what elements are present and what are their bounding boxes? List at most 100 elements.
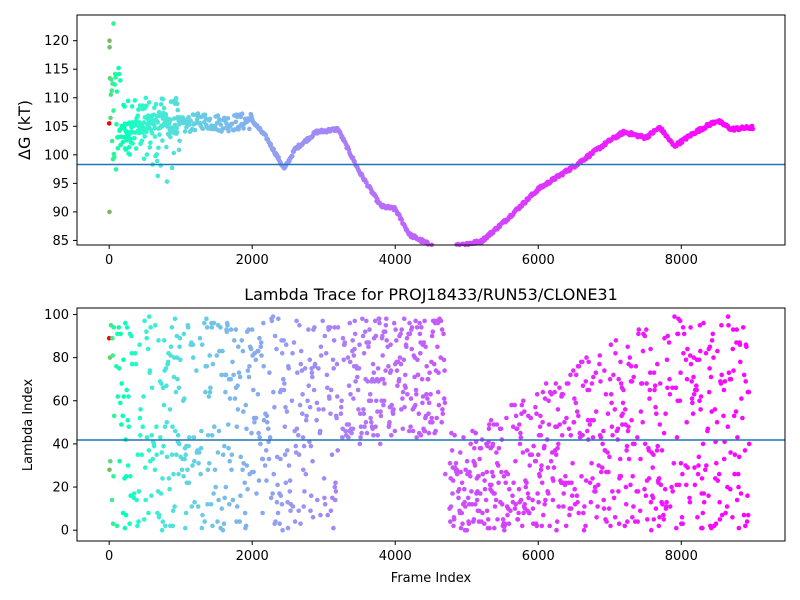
lambda-point — [304, 413, 309, 419]
lambda-point — [341, 357, 347, 363]
lambda-point — [691, 392, 697, 397]
lambda-point — [556, 441, 561, 447]
lambda-point — [708, 374, 714, 380]
lambda-point — [303, 471, 309, 477]
lambda-point — [197, 450, 202, 455]
dg-point — [241, 126, 246, 131]
lambda-point — [687, 495, 692, 501]
lambda-point — [678, 461, 684, 466]
lambda-point — [463, 504, 468, 509]
lambda-point — [515, 517, 521, 522]
lambda-point — [377, 320, 382, 326]
dg-point — [144, 152, 150, 157]
lambda-point — [138, 433, 143, 438]
lambda-y-tick-label: 0 — [61, 524, 69, 539]
lambda-point — [164, 454, 170, 460]
lambda-point — [258, 344, 264, 350]
lambda-point — [294, 426, 300, 432]
lambda-point — [625, 519, 630, 524]
lambda-point — [456, 495, 461, 501]
dg-point — [161, 105, 167, 111]
lambda-point — [674, 435, 680, 440]
dg-point — [233, 119, 239, 125]
lambda-point — [365, 379, 371, 384]
dg-point — [148, 140, 153, 145]
lambda-point — [139, 452, 144, 458]
lambda-point — [598, 435, 604, 440]
lambda-point — [415, 357, 420, 363]
lambda-point — [246, 374, 252, 380]
lambda-point — [635, 489, 641, 494]
lambda-point — [325, 512, 331, 518]
lambda-point — [734, 497, 740, 503]
lambda-point — [566, 426, 572, 432]
dg-point — [425, 242, 431, 247]
lambda-point — [707, 344, 713, 350]
lambda-point — [605, 411, 611, 417]
lambda-point — [308, 443, 314, 449]
lambda-point — [502, 521, 508, 526]
lambda-point — [260, 510, 265, 516]
lambda-point — [317, 428, 323, 434]
dg-point — [111, 108, 116, 113]
lambda-point — [586, 387, 592, 393]
lambda-point — [347, 359, 353, 365]
dg-point — [157, 132, 162, 137]
lambda-point — [487, 422, 492, 427]
lambda-point — [508, 508, 513, 514]
lambda-point — [459, 480, 465, 486]
lambda-point — [462, 499, 467, 505]
dg-point — [125, 98, 131, 104]
lambda-point — [612, 515, 618, 520]
lambda-point — [703, 351, 709, 356]
lambda-point — [509, 402, 514, 408]
lambda-point — [730, 515, 735, 520]
lambda-point — [301, 467, 306, 473]
lambda-point — [425, 396, 430, 401]
lambda-point — [533, 404, 538, 410]
lambda-point — [648, 346, 653, 352]
lambda-point — [735, 435, 740, 440]
dg-point — [123, 147, 129, 152]
dg-point — [399, 217, 405, 222]
lambda-point — [569, 493, 575, 499]
lambda-point — [328, 387, 334, 393]
lambda-point — [258, 441, 263, 447]
lambda-point — [667, 376, 672, 382]
lambda-point — [694, 383, 699, 389]
lambda-point — [229, 452, 235, 458]
lambda-point — [358, 435, 363, 440]
lambda-point — [648, 499, 654, 505]
lambda-point — [449, 430, 454, 436]
lambda-point — [142, 318, 147, 324]
lambda-point — [251, 469, 256, 475]
lambda-point — [165, 359, 171, 365]
lambda-point — [146, 448, 152, 453]
lambda-point — [386, 364, 391, 369]
lambda-point — [527, 510, 532, 516]
lambda-point — [163, 523, 168, 529]
dg-point — [108, 115, 113, 121]
lambda-point — [237, 519, 242, 524]
lambda-point — [216, 428, 222, 434]
lambda-point — [653, 506, 659, 511]
lambda-point — [534, 392, 540, 397]
dg-point — [152, 126, 158, 131]
lambda-point — [316, 366, 321, 371]
lambda-point — [659, 448, 665, 453]
lambda-point — [196, 461, 201, 466]
lambda-point — [495, 463, 501, 468]
lambda-point — [393, 327, 398, 332]
lambda-point — [638, 409, 644, 414]
lambda-point — [597, 353, 603, 358]
lambda-point — [451, 523, 456, 529]
lambda-point — [482, 486, 488, 492]
lambda-point — [687, 353, 693, 358]
dg-point — [144, 129, 149, 135]
lambda-point — [678, 370, 683, 376]
lambda-point — [202, 320, 207, 326]
lambda-point — [357, 441, 363, 447]
lambda-point — [661, 517, 667, 522]
dg-point — [224, 121, 229, 126]
lambda-point — [143, 465, 148, 470]
